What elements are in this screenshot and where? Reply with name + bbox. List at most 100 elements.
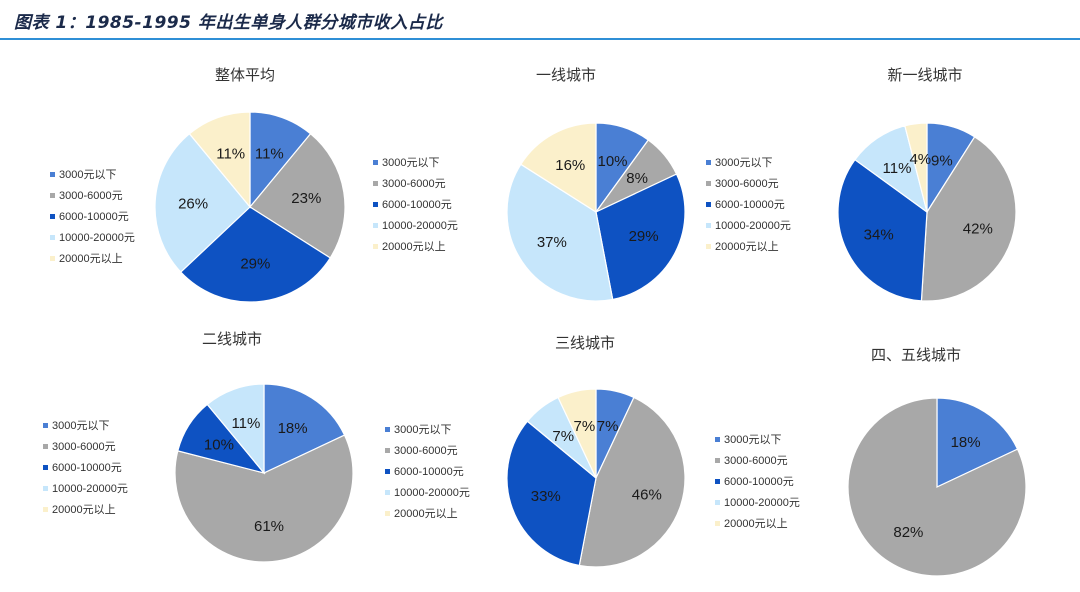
legend-entry: 6000-10000元 (52, 462, 122, 474)
header-rule (0, 38, 1080, 40)
slice-label: 7% (574, 418, 596, 435)
pie-slice (936, 397, 1019, 488)
legend-entry: 3000-6000元 (715, 178, 779, 190)
figure-title: 图表 1：1985-1995 年出生单身人群分城市收入占比 (14, 13, 443, 33)
legend-entry: 6000-10000元 (394, 466, 464, 478)
legend-swatch (715, 437, 720, 442)
legend-swatch (373, 160, 378, 165)
slice-label: 9% (931, 153, 953, 170)
legend-entry: 3000-6000元 (382, 178, 446, 190)
pie-slice (174, 434, 354, 563)
slice-label: 18% (951, 434, 981, 451)
legend-swatch (706, 181, 711, 186)
legend-entry: 6000-10000元 (382, 199, 452, 211)
pie-slice (847, 397, 1027, 577)
pie-slice (206, 383, 265, 475)
slice-label: 10% (597, 153, 627, 170)
legend-entry: 20000元以上 (52, 503, 116, 516)
slice-label: 11% (255, 145, 284, 162)
legend-entry: 10000-20000元 (394, 487, 470, 499)
legend-swatch (385, 469, 390, 474)
pie-slice (506, 420, 597, 567)
legend-entry: 10000-20000元 (724, 497, 800, 509)
pie-slice (179, 206, 332, 303)
slice-label: 23% (291, 190, 321, 207)
pie-slice (837, 158, 928, 302)
pie-slice (154, 132, 251, 273)
legend-swatch (706, 244, 711, 249)
pie-slice (263, 383, 346, 474)
legend-entry: 20000元以上 (724, 517, 788, 530)
pie-slice (249, 132, 346, 259)
legend-entry: 3000元以下 (394, 424, 451, 436)
legend-swatch (385, 427, 390, 432)
slice-label: 16% (555, 157, 585, 174)
pie-slice (249, 111, 312, 209)
legend-swatch (385, 511, 390, 516)
legend-entry: 6000-10000元 (59, 211, 129, 223)
slice-label: 11% (216, 145, 245, 162)
legend-swatch (373, 202, 378, 207)
legend: 3000元以下 3000-6000元 6000-10000元 10000-20000元… (43, 420, 128, 516)
pie-chart-6: 四、五线城市 18% 82% 3000元以下 3000-6000元 6000-10000元… (715, 346, 1027, 577)
slice-label: 26% (178, 195, 208, 212)
pie-slice (595, 173, 686, 301)
legend-swatch (706, 223, 711, 228)
pie-title: 二线城市 (202, 330, 262, 348)
legend-swatch (50, 214, 55, 219)
legend-swatch (385, 490, 390, 495)
pie-slice (188, 111, 251, 209)
legend-swatch (50, 256, 55, 261)
legend-entry: 10000-20000元 (52, 483, 128, 495)
legend-entry: 10000-20000元 (382, 220, 458, 232)
slice-label: 42% (963, 221, 993, 238)
legend-entry: 3000-6000元 (724, 455, 788, 467)
legend-entry: 3000元以下 (52, 420, 109, 432)
legend-entry: 3000元以下 (59, 169, 116, 181)
pie-title: 三线城市 (555, 334, 615, 352)
pie-slice (920, 136, 1017, 302)
legend-entry: 10000-20000元 (59, 232, 135, 244)
legend-swatch (715, 521, 720, 526)
legend-swatch (715, 458, 720, 463)
legend-swatch (706, 160, 711, 165)
pie-slice (557, 388, 597, 479)
chart-header: 图表 1：1985-1995 年出生单身人群分城市收入占比 (0, 0, 1080, 40)
slice-label: 82% (893, 524, 923, 541)
legend-entry: 20000元以上 (382, 240, 446, 253)
legend-swatch (43, 423, 48, 428)
slice-label: 8% (626, 170, 648, 187)
slice-label: 34% (864, 227, 894, 244)
legend-entry: 10000-20000元 (715, 220, 791, 232)
legend-entry: 3000元以下 (382, 157, 439, 169)
slice-label: 7% (552, 428, 574, 445)
legend-entry: 20000元以上 (715, 240, 779, 253)
pie-slice (578, 396, 686, 568)
legend-entry: 6000-10000元 (715, 199, 785, 211)
pie-slice (506, 163, 614, 302)
slice-label: 18% (278, 420, 308, 437)
legend-swatch (50, 235, 55, 240)
slice-label: 29% (629, 228, 659, 245)
slice-label: 61% (254, 518, 284, 535)
legend: 3000元以下 3000-6000元 6000-10000元 10000-20000元… (706, 157, 791, 253)
pie-title: 新一线城市 (887, 66, 962, 84)
legend-swatch (50, 193, 55, 198)
legend-swatch (373, 244, 378, 249)
legend-entry: 3000-6000元 (59, 190, 123, 202)
slice-label: 33% (531, 488, 561, 505)
slice-label: 46% (632, 487, 662, 504)
legend: 3000元以下 3000-6000元 6000-10000元 10000-20000元… (715, 434, 800, 530)
slice-label: 11% (883, 160, 912, 177)
legend-entry: 3000-6000元 (52, 441, 116, 453)
pie-chart-4: 二线城市 18% 61% 10% 11% 3000元以下 3000-6000元 6000-10… (43, 330, 354, 563)
slice-label: 11% (231, 415, 260, 432)
legend-swatch (50, 172, 55, 177)
pie-slice (520, 122, 597, 214)
legend: 3000元以下 3000-6000元 6000-10000元 10000-20000元… (50, 169, 135, 265)
pie-title: 一线城市 (536, 66, 596, 84)
legend-entry: 20000元以上 (394, 507, 458, 520)
pie-title: 整体平均 (215, 66, 275, 84)
legend: 3000元以下 3000-6000元 6000-10000元 10000-20000元… (385, 424, 470, 520)
pie-chart-3: 新一线城市 9% 42% 34% 11%4% 3000元以下 3000-6000元 6000-… (706, 66, 1017, 302)
